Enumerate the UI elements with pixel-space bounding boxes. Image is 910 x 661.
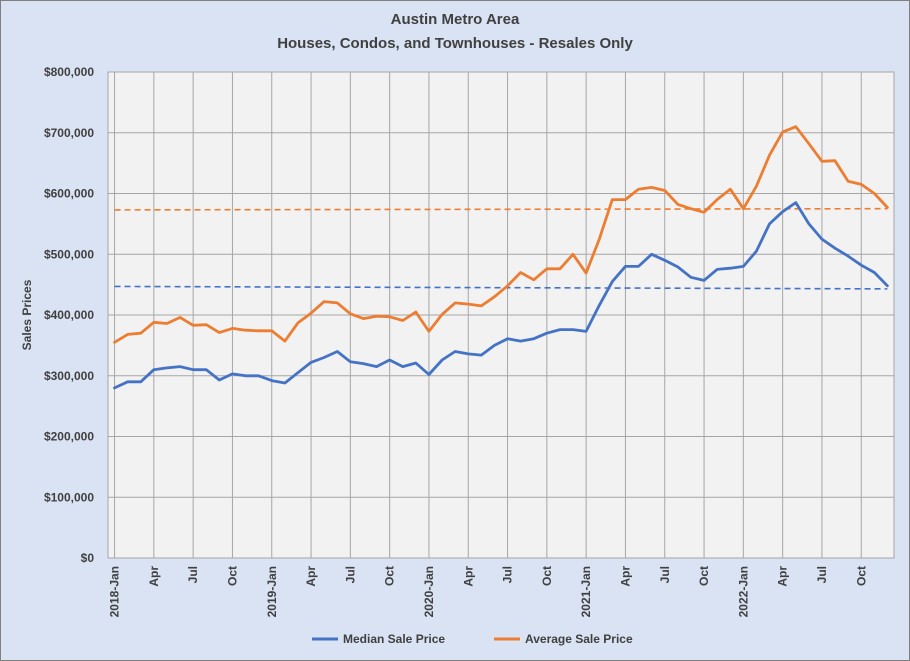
series-lines <box>113 125 889 390</box>
x-tick-label: Jul <box>343 566 357 583</box>
legend: Median Sale Price Average Sale Price <box>312 632 633 646</box>
trendlines <box>114 207 888 290</box>
x-tick-label: Jul <box>501 566 515 583</box>
x-tick-label: Apr <box>147 566 161 587</box>
y-axis-label: Sales Prices <box>20 279 34 350</box>
x-tick-label: Oct <box>540 566 554 586</box>
x-tick-label: 2019-Jan <box>265 566 279 617</box>
x-tick-label: 2020-Jan <box>422 566 436 617</box>
chart-subtitle: Houses, Condos, and Townhouses - Resales… <box>277 35 633 52</box>
x-tick-label: 2022-Jan <box>736 566 750 617</box>
x-tick-label: Jul <box>186 566 200 583</box>
x-tick-label: 2018-Jan <box>108 566 122 617</box>
y-tick-label: $100,000 <box>44 490 94 504</box>
x-tick-label: Jul <box>815 566 829 583</box>
legend-label: Median Sale Price <box>343 632 445 646</box>
y-tick-label: $600,000 <box>44 187 94 201</box>
x-tick-label: Oct <box>697 566 711 586</box>
y-axis-tick-labels: $0 $100,000 $200,000 $300,000 $400,000 $500,0… <box>44 65 94 565</box>
y-tick-label: $0 <box>81 551 95 565</box>
y-tick-label: $300,000 <box>44 369 94 383</box>
y-tick-label: $500,000 <box>44 247 94 261</box>
chart-title: Austin Metro Area <box>390 11 520 28</box>
series-line <box>113 125 889 344</box>
y-tick-label: $800,000 <box>44 65 94 79</box>
y-tick-label: $700,000 <box>44 126 94 140</box>
y-tick-label: $400,000 <box>44 308 94 322</box>
series-line <box>113 201 889 390</box>
y-tick-label: $200,000 <box>44 430 94 444</box>
x-tick-label: Oct <box>854 566 868 586</box>
legend-label: Average Sale Price <box>525 632 633 646</box>
trendline <box>114 285 888 290</box>
x-tick-label: Oct <box>383 566 397 586</box>
plot-border <box>107 71 895 559</box>
x-tick-label: Apr <box>304 566 318 587</box>
x-tick-label: Apr <box>618 566 632 587</box>
x-axis-tick-labels: 2018-Jan Apr Jul Oct 2019-Jan Apr Jul Oct 2020-J… <box>108 566 869 618</box>
trendline <box>114 207 888 211</box>
x-tick-label: 2021-Jan <box>579 566 593 617</box>
x-tick-label: Apr <box>776 566 790 587</box>
x-tick-label: Oct <box>225 566 239 586</box>
x-tick-label: Apr <box>461 566 475 587</box>
x-tick-label: Jul <box>658 566 672 583</box>
